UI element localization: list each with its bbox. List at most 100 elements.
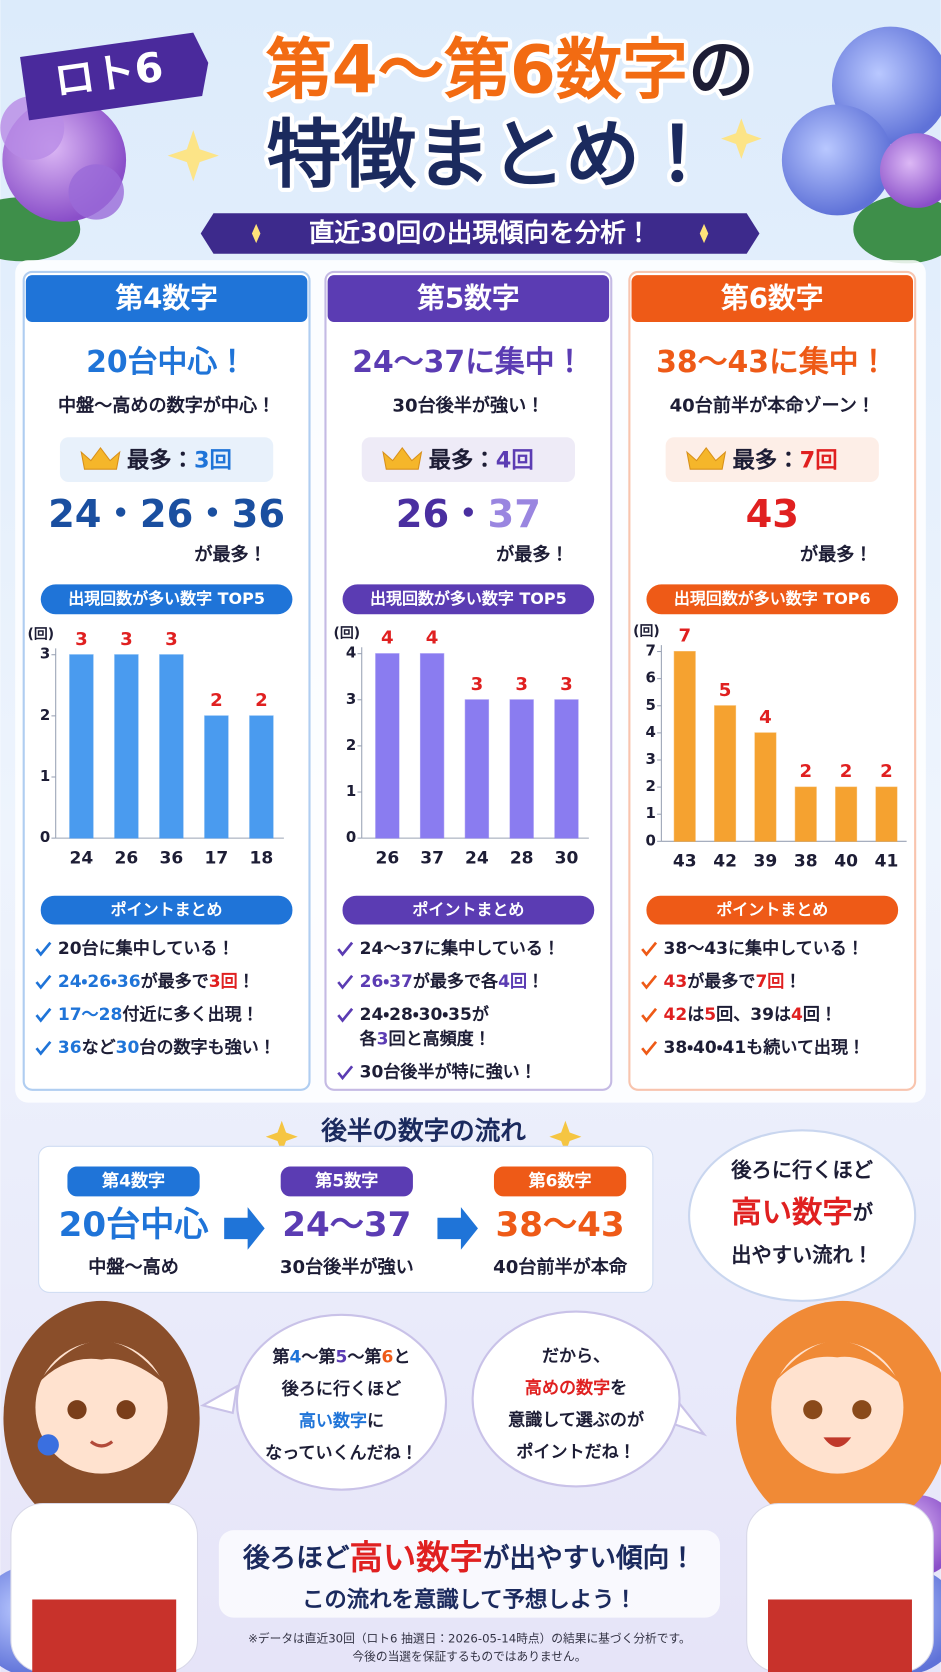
check-icon [337,974,354,990]
x-tick-label: 40 [834,852,858,872]
bullet-text: 各3回と高頻度！ [359,1029,491,1050]
bullet-text: 38・40・41も続いて出現！ [664,1037,866,1058]
speech-right-text: ポイントだね！ [516,1441,635,1462]
y-tick-label: 5 [646,696,656,714]
panel-subline: 中盤〜高めの数字が中心！ [58,394,275,416]
value-label: 4 [759,707,772,728]
speech-left-text: 後ろに行くほど [281,1378,401,1399]
max-label: 最多：7回 [733,446,838,473]
y-axis-label: (回) [633,623,660,639]
text-segment: 30 [116,1038,140,1058]
closing-line-2: この流れを意識して予想しよう！ [302,1586,637,1613]
text-segment: 付近に多く出現！ [122,1004,258,1025]
text-segment: ！ [784,972,801,992]
text-segment: 36 [58,1038,82,1058]
top-numbers: 24・26・36 [48,492,285,537]
text-segment: 第 [271,1346,289,1367]
text-segment: ！ [238,972,255,992]
flow-step-pill [280,1166,413,1197]
summary-pill [342,895,595,925]
text-segment: 38・40・41も続いて出現！ [664,1037,866,1058]
y-tick-label: 4 [646,723,656,741]
value-label: 2 [799,761,812,782]
bullet-text: 24・26・36が最多で3回！ [58,971,255,992]
value-label: 2 [880,761,893,782]
text-segment: 第4〜第6数字 [266,32,689,109]
text-segment: 7回 [755,972,784,992]
panel [324,270,613,1091]
x-tick-label: 42 [713,852,737,872]
bar [875,786,898,842]
text-segment: 17〜28 [58,1005,123,1025]
summary-pill [646,895,899,925]
value-label: 3 [75,629,88,650]
y-tick-label: 6 [646,669,656,687]
value-label: 3 [515,674,528,695]
bar [509,699,534,839]
text-segment: 後ろほど [242,1542,350,1573]
text-segment: 6 [382,1347,394,1367]
crown-icon [686,446,727,470]
summary-title: ポイントまとめ [716,900,828,919]
title-line-1: 第4〜第6数字の [266,32,755,109]
text-segment: 最多： [733,446,800,473]
crown-icon [382,446,423,470]
text-segment: に [367,1411,384,1431]
flow-step-sub: 40台前半が本命 [493,1256,628,1278]
text-segment: が最多で各 [413,971,499,992]
text-segment: 回と高頻度！ [389,1029,491,1050]
text-segment: 4回 [498,972,527,992]
y-tick-label: 0 [346,828,356,846]
y-tick-label: 1 [646,804,656,822]
text-segment: 24・26・36 [58,972,141,992]
flow-step-sub: 中盤〜高め [88,1256,179,1278]
check-icon [35,974,52,990]
speech-left-text: なっていくんだね！ [265,1443,418,1463]
speech-bubble [235,1313,448,1491]
top-suffix: が最多！ [496,544,568,566]
panel-header-bar [631,275,914,323]
bar [204,715,229,839]
max-pill [59,437,274,482]
text-segment: の [688,32,754,109]
text-segment: 回！ [803,1005,837,1025]
chart-title-pill [40,584,293,615]
value-label: 3 [560,674,573,695]
x-tick-label: 30 [555,848,579,868]
bubble-tail [199,1384,239,1415]
bullet-text: 24〜37に集中している！ [360,938,560,959]
bar [249,715,274,839]
text-segment: 〜第 [301,1346,335,1367]
bullet-text: 42は5回、39は4回！ [664,1005,838,1025]
text-segment: だから、 [542,1346,610,1366]
chart-title-pill [646,584,899,615]
x-tick-label: 43 [673,852,697,872]
panel-header: 第6数字 [721,282,823,315]
flow-step-sub: 30台後半が強い [280,1256,414,1278]
y-axis-label: (回) [28,626,55,642]
text-segment: 20台に集中している！ [58,938,235,959]
max-pill [361,437,575,482]
y-tick-label: 7 [646,642,656,660]
bar [673,650,696,842]
text-segment: 後ろに行くほど [281,1378,401,1399]
bar [554,699,579,839]
speech-right-text: 意識して選ぶのが [508,1409,645,1430]
bullet-text: 20台に集中している！ [58,938,235,959]
y-tick-label: 0 [40,828,50,846]
x-tick-label: 41 [875,852,899,872]
hydrangea-top-left [0,95,127,262]
text-segment: 最多： [429,446,496,473]
y-tick-label: 3 [646,750,656,768]
value-label: 3 [165,629,178,650]
panel-header: 第4数字 [115,282,217,315]
flow-bubble [688,1129,917,1302]
chart-title: 出現回数が多い数字 TOP6 [674,589,871,608]
summary-pill [40,895,293,925]
check-icon [337,1007,354,1023]
text-segment: 高めの数字 [525,1377,610,1398]
speech-left-text: 高い数字に [299,1410,384,1431]
check-icon [35,1007,52,1023]
flow-step-pill [493,1166,627,1197]
